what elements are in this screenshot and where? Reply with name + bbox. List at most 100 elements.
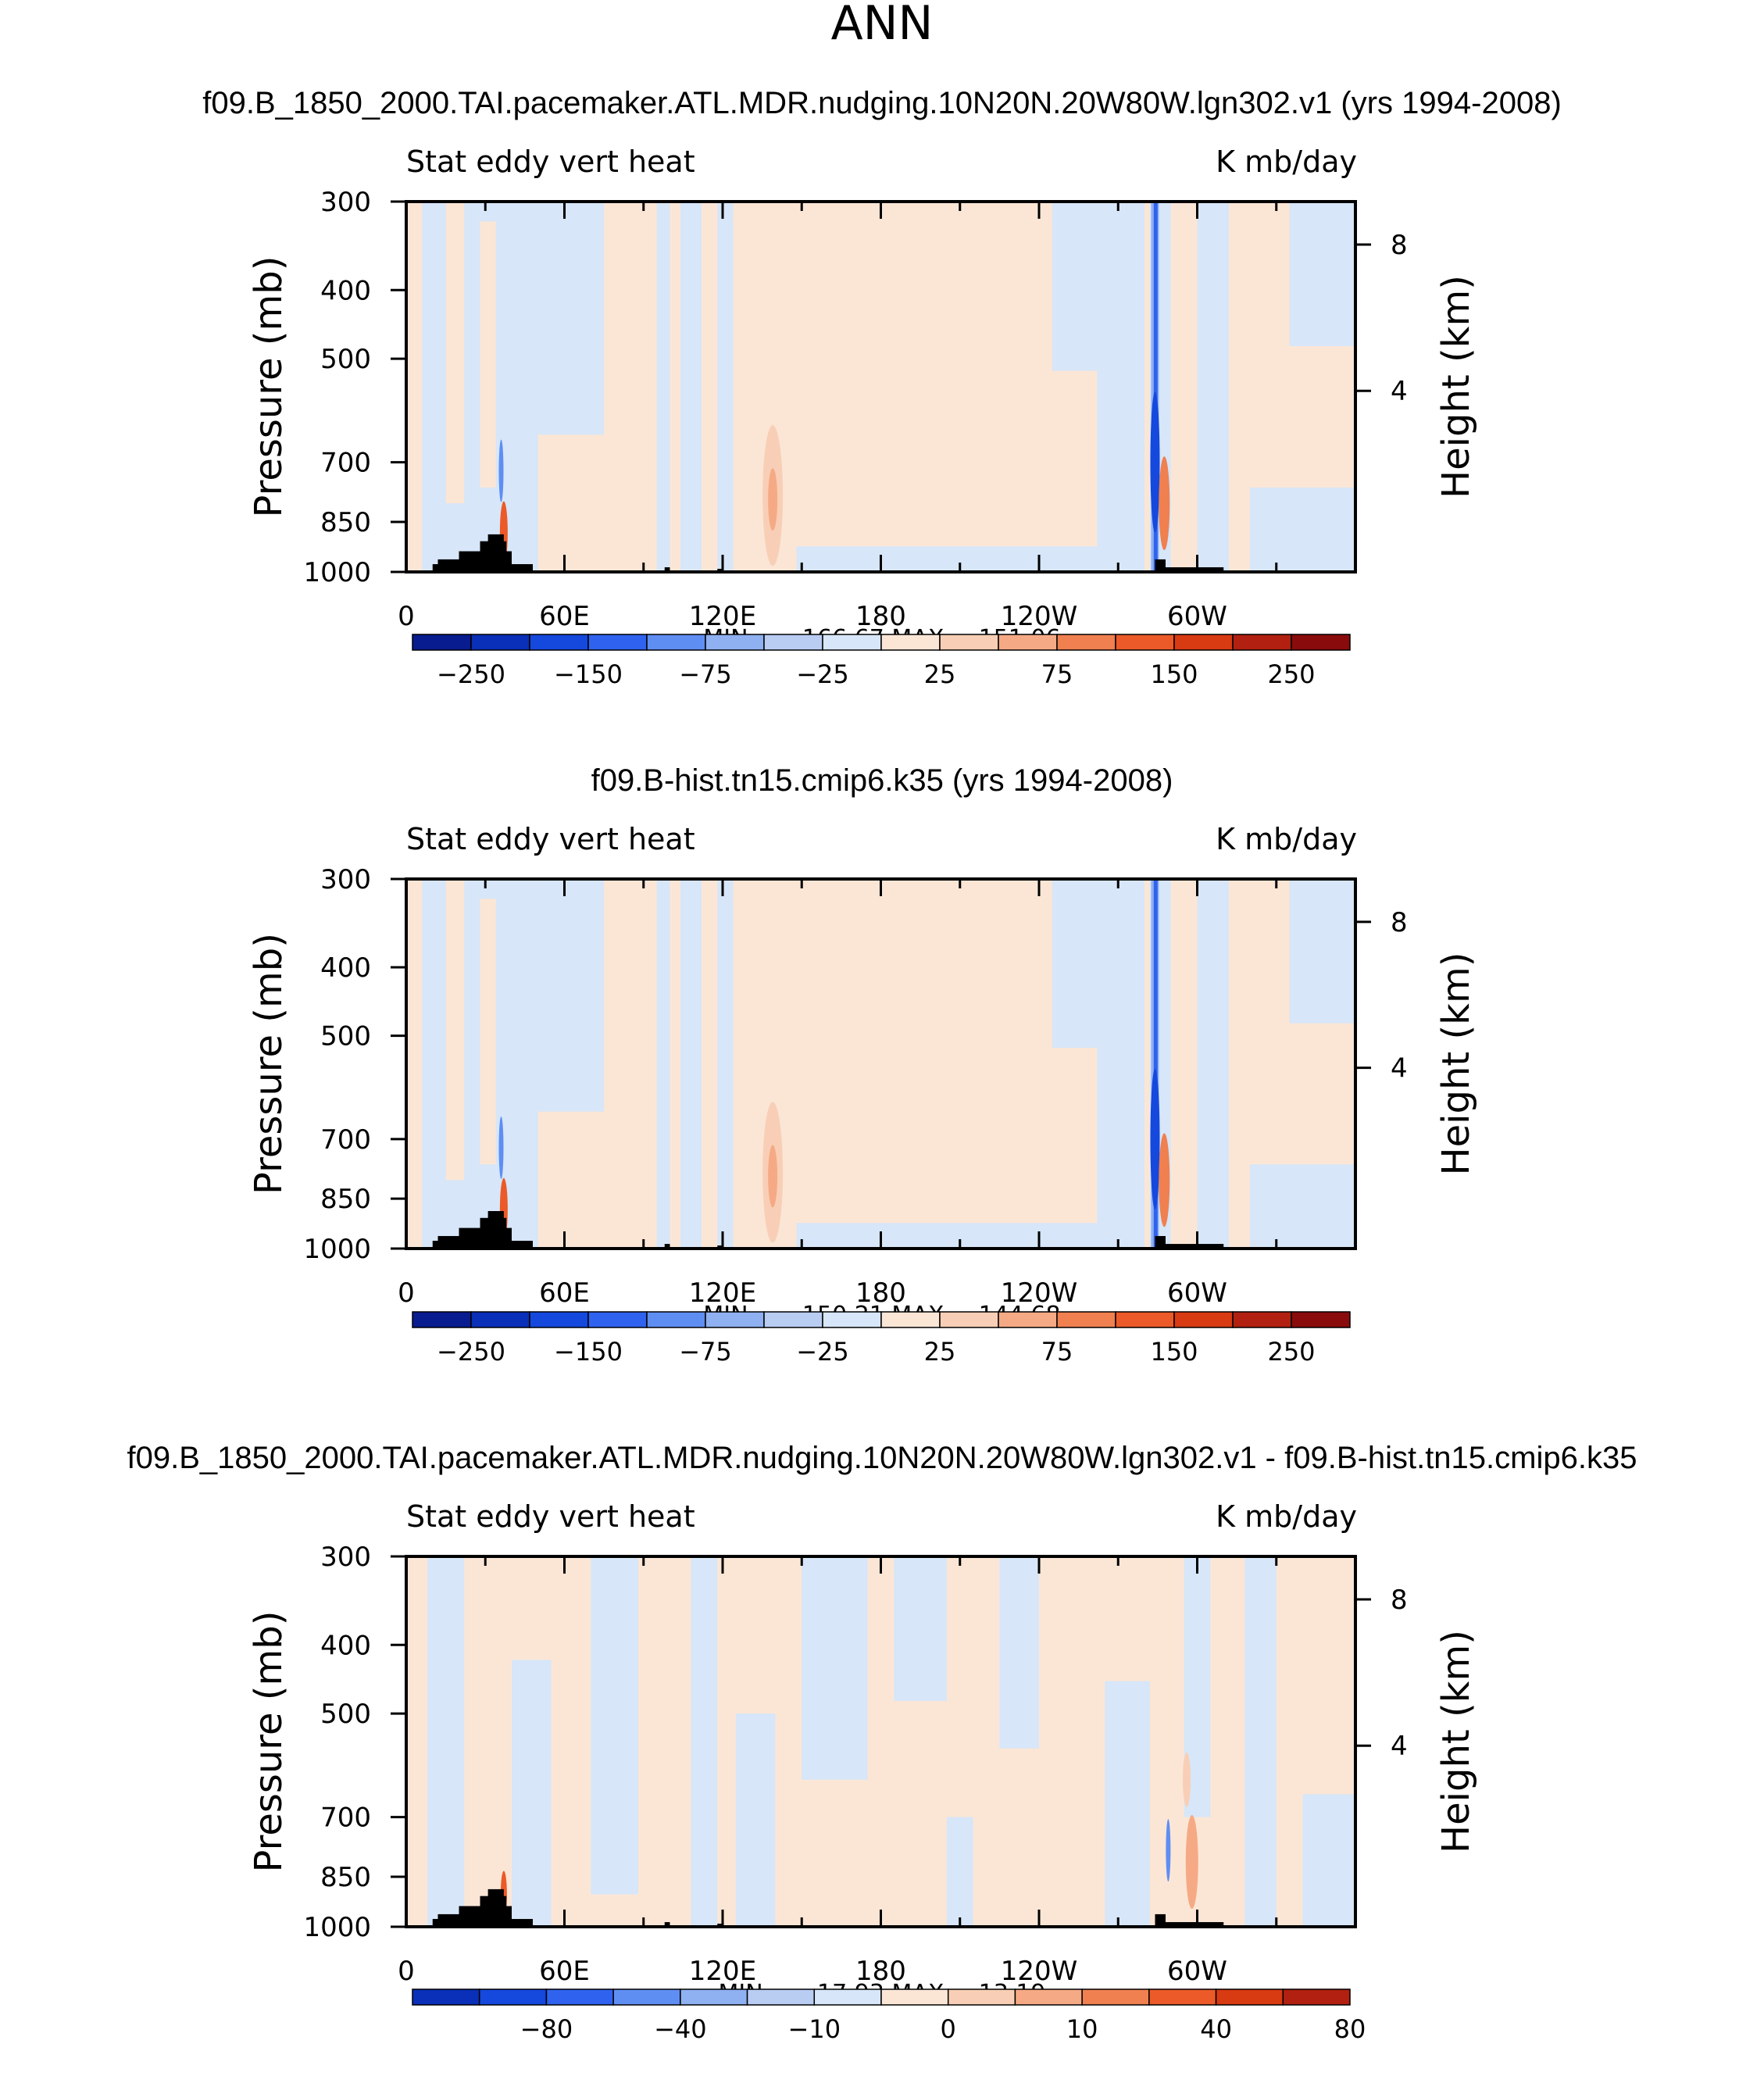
colorbar-swatch bbox=[880, 1988, 949, 2006]
colorbar-swatch bbox=[478, 1988, 548, 2006]
colorbar-swatch bbox=[412, 634, 472, 651]
contour-field bbox=[406, 1556, 1355, 1927]
colorbar-swatch bbox=[763, 1311, 823, 1328]
negative-anomaly bbox=[1150, 391, 1160, 533]
contour-band bbox=[735, 1713, 776, 1927]
positive-anomaly bbox=[1183, 1752, 1191, 1807]
colorbar-swatch bbox=[529, 634, 589, 651]
colorbar-swatch bbox=[412, 1988, 480, 2006]
y-tick-label: 1000 bbox=[303, 1912, 371, 1943]
colorbar-label: 250 bbox=[1267, 1337, 1315, 1367]
colorbar-label: 250 bbox=[1267, 659, 1315, 689]
negative-anomaly bbox=[1153, 202, 1158, 572]
panel-title: f09.B-hist.tn15.cmip6.k35 (yrs 1994-2008… bbox=[591, 763, 1173, 798]
colorbar: −250 −150 −75 −25 25 75 150 250 bbox=[412, 634, 1351, 689]
x-tick-label: 60W bbox=[1167, 1956, 1227, 1987]
positive-anomaly bbox=[1159, 456, 1170, 551]
colorbar-swatch bbox=[680, 1988, 748, 2006]
contour-band bbox=[894, 1556, 947, 1702]
topography bbox=[487, 1888, 504, 1927]
colorbar-swatch bbox=[1215, 1988, 1284, 2006]
y-tick-label: 500 bbox=[320, 1699, 371, 1730]
colorbar-swatch bbox=[1173, 1311, 1234, 1328]
positive-anomaly bbox=[1185, 1815, 1198, 1910]
negative-anomaly bbox=[1153, 879, 1158, 1249]
topography bbox=[1155, 1913, 1166, 1927]
colorbar-label: −150 bbox=[554, 1337, 623, 1367]
negative-anomaly bbox=[498, 1116, 504, 1179]
panel-1: f09.B_1850_2000.TAI.pacemaker.ATL.MDR.nu… bbox=[202, 86, 1562, 689]
y2-tick-label: 8 bbox=[1391, 907, 1408, 938]
colorbar-label: −250 bbox=[437, 1337, 505, 1367]
y2-axis-label: Height (km) bbox=[1434, 1630, 1478, 1853]
colorbar-label: −40 bbox=[654, 2014, 707, 2044]
contour-band bbox=[796, 546, 1144, 572]
contour-band bbox=[537, 202, 605, 435]
colorbar-label: 25 bbox=[924, 1337, 956, 1367]
colorbar-swatch bbox=[1081, 1988, 1150, 2006]
x-tick-label: 0 bbox=[398, 1956, 415, 1987]
contour-band bbox=[1097, 879, 1144, 1249]
contour-band bbox=[999, 1556, 1039, 1749]
colorbar-swatch bbox=[1056, 1311, 1116, 1328]
colorbar-label: 150 bbox=[1150, 659, 1198, 689]
y2-axis-label: Height (km) bbox=[1434, 952, 1478, 1176]
contour-band bbox=[796, 1223, 1144, 1249]
colorbar-swatch bbox=[705, 634, 765, 651]
y-tick-label: 500 bbox=[320, 344, 371, 375]
field-label: Stat eddy vert heat bbox=[406, 822, 695, 856]
colorbar-label: 0 bbox=[941, 2014, 956, 2044]
colorbar-label: 75 bbox=[1041, 659, 1073, 689]
x-tick-label: 180 bbox=[855, 1956, 906, 1987]
colorbar-swatch bbox=[1173, 634, 1234, 651]
topography bbox=[1155, 567, 1224, 572]
contour-band bbox=[427, 1556, 465, 1927]
y-tick-label: 1000 bbox=[303, 557, 371, 588]
negative-anomaly bbox=[1150, 1068, 1160, 1210]
y-tick-label: 300 bbox=[320, 1542, 371, 1573]
y2-tick-label: 4 bbox=[1391, 376, 1408, 407]
panel-title: f09.B_1850_2000.TAI.pacemaker.ATL.MDR.nu… bbox=[127, 1441, 1637, 1475]
contour-band bbox=[480, 221, 496, 488]
x-tick-label: 120E bbox=[689, 1277, 756, 1309]
topography bbox=[1155, 1244, 1224, 1249]
colorbar-label: −150 bbox=[554, 659, 623, 689]
colorbar-swatch bbox=[1115, 1311, 1175, 1328]
y-tick-label: 400 bbox=[320, 275, 371, 306]
colorbar-swatch bbox=[529, 1311, 589, 1328]
negative-anomaly bbox=[1166, 1819, 1171, 1882]
colorbar-swatch bbox=[612, 1988, 681, 2006]
x-tick-label: 120E bbox=[689, 601, 756, 632]
contour-band bbox=[445, 202, 465, 504]
colorbar-swatch bbox=[880, 1311, 941, 1328]
contour-band bbox=[445, 879, 465, 1181]
y2-axis-label: Height (km) bbox=[1434, 275, 1478, 498]
contour-band bbox=[480, 899, 496, 1165]
units-label: K mb/day bbox=[1216, 822, 1357, 856]
contour-band bbox=[656, 879, 670, 1249]
panel-2: f09.B-hist.tn15.cmip6.k35 (yrs 1994-2008… bbox=[247, 763, 1478, 1367]
contour-band bbox=[1097, 202, 1144, 572]
contour-band bbox=[717, 202, 734, 572]
contour-band bbox=[1197, 879, 1229, 1249]
colorbar-swatch bbox=[646, 634, 706, 651]
colorbar-swatch bbox=[1148, 1988, 1217, 2006]
colorbar-swatch bbox=[939, 634, 999, 651]
contour-band bbox=[680, 879, 702, 1249]
y-axis-label: Pressure (mb) bbox=[247, 1611, 291, 1873]
colorbar-swatch bbox=[746, 1988, 816, 2006]
colorbar-label: 10 bbox=[1066, 2014, 1098, 2044]
colorbar-label: −25 bbox=[796, 1337, 849, 1367]
y-tick-label: 500 bbox=[320, 1021, 371, 1052]
colorbar-swatch bbox=[1282, 1988, 1351, 2006]
contour-band bbox=[1105, 1681, 1150, 1927]
x-tick-label: 120W bbox=[1001, 1277, 1078, 1309]
contour-band bbox=[680, 202, 702, 572]
y2-tick-label: 4 bbox=[1391, 1053, 1408, 1084]
y-tick-label: 700 bbox=[320, 1124, 371, 1156]
contour-band bbox=[1250, 1164, 1355, 1249]
topography bbox=[487, 1211, 504, 1249]
colorbar-swatch bbox=[947, 1988, 1016, 2006]
topography bbox=[1155, 559, 1166, 572]
colorbar-label: −25 bbox=[796, 659, 849, 689]
